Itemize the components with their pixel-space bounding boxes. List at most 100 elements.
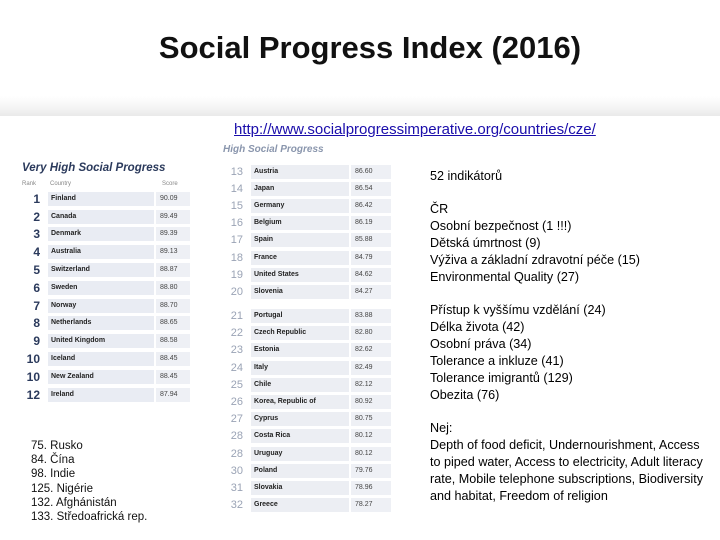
rank-cell: 15 bbox=[230, 199, 243, 212]
very-high-heading: Very High Social Progress bbox=[22, 162, 166, 174]
table-row: 27 Cyprus 80.75 bbox=[223, 411, 403, 428]
worst-text: Depth of food deficit, Undernourishment,… bbox=[430, 438, 704, 503]
rank-cell: 21 bbox=[230, 310, 243, 323]
rank-cell: 17 bbox=[230, 234, 243, 247]
cr-strengths: ČR Osobní bezpečnost (1 !!!) Dětská úmrtno… bbox=[430, 201, 640, 286]
country-cell: Czech Republic bbox=[251, 326, 351, 341]
table-row: 21 Portugal 83.88 bbox=[223, 308, 403, 325]
rank-cell: 3 bbox=[33, 227, 40, 242]
country-cell: Costa Rica bbox=[251, 429, 351, 444]
table-row: 16 Belgium 86.19 bbox=[223, 215, 403, 232]
rank-cell: 6 bbox=[33, 280, 40, 295]
score-cell: 88.80 bbox=[156, 280, 190, 295]
score-cell: 78.27 bbox=[351, 498, 391, 513]
cr-item: Délka života (42) bbox=[430, 320, 525, 334]
rank-cell: 2 bbox=[33, 209, 40, 224]
score-cell: 86.54 bbox=[351, 181, 391, 196]
country-cell: Spain bbox=[251, 233, 351, 248]
score-cell: 84.79 bbox=[351, 250, 391, 265]
country-cell: Iceland bbox=[48, 352, 156, 367]
country-cell: Uruguay bbox=[251, 446, 351, 461]
score-cell: 82.12 bbox=[351, 377, 391, 392]
score-cell: 87.94 bbox=[156, 387, 190, 402]
score-cell: 88.58 bbox=[156, 334, 190, 349]
score-cell: 88.45 bbox=[156, 352, 190, 367]
col-country: Country bbox=[50, 181, 72, 187]
cr-item: Přístup k vyššímu vzdělání (24) bbox=[430, 303, 606, 317]
country-cell: Portugal bbox=[251, 309, 351, 324]
rank-cell: 24 bbox=[230, 361, 243, 374]
table-row: 4 Australia 89.13 bbox=[22, 243, 190, 261]
table-header: Rank Country Score bbox=[22, 181, 190, 187]
rank-cell: 25 bbox=[230, 378, 243, 391]
country-cell: Italy bbox=[251, 360, 351, 375]
score-cell: 84.27 bbox=[351, 284, 391, 299]
score-cell: 80.12 bbox=[351, 429, 391, 444]
rank-cell: 14 bbox=[230, 182, 243, 195]
table-row: 22 Czech Republic 82.80 bbox=[223, 325, 403, 342]
country-cell: Norway bbox=[48, 298, 156, 313]
rank-cell: 28 bbox=[230, 430, 243, 443]
table-row: 1 Finland 90.09 bbox=[22, 190, 190, 208]
table-row: 26 Korea, Republic of 80.92 bbox=[223, 393, 403, 410]
rank-cell: 1 bbox=[33, 191, 40, 206]
table-row: 14 Japan 86.54 bbox=[223, 180, 403, 197]
score-cell: 82.62 bbox=[351, 343, 391, 358]
cr-ranks: Přístup k vyššímu vzdělání (24) Délka živ… bbox=[430, 302, 606, 404]
table-row: 13 Austria 86.60 bbox=[223, 163, 403, 180]
table-row: 2 Canada 89.49 bbox=[22, 208, 190, 226]
rank-cell: 10 bbox=[26, 369, 40, 384]
source-link[interactable]: http://www.socialprogressimperative.org/… bbox=[234, 121, 596, 138]
table-row: 19 United States 84.62 bbox=[223, 266, 403, 283]
low-ranks-list: 75. Rusko 84. Čína 98. Indie 125. Nigérie 13… bbox=[31, 439, 147, 524]
rank-cell: 28 bbox=[230, 447, 243, 460]
rank-cell: 26 bbox=[230, 396, 243, 409]
cr-item: Osobní bezpečnost (1 !!!) bbox=[430, 219, 572, 233]
score-cell: 85.88 bbox=[351, 233, 391, 248]
country-cell: Poland bbox=[251, 463, 351, 478]
country-cell: Slovakia bbox=[251, 480, 351, 495]
country-cell: Netherlands bbox=[48, 316, 156, 331]
table-row: 7 Norway 88.70 bbox=[22, 297, 190, 315]
table-row: 28 Uruguay 80.12 bbox=[223, 445, 403, 462]
cr-item: Tolerance a inkluze (41) bbox=[430, 354, 564, 368]
cr-item: Environmental Quality (27) bbox=[430, 270, 580, 284]
score-cell: 80.12 bbox=[351, 446, 391, 461]
table-row: 25 Chile 82.12 bbox=[223, 376, 403, 393]
country-cell: Sweden bbox=[48, 280, 156, 295]
cr-item: Dětská úmrtnost (9) bbox=[430, 236, 541, 250]
low-rank-item: 125. Nigérie bbox=[31, 482, 94, 495]
rank-cell: 23 bbox=[230, 344, 243, 357]
country-cell: Australia bbox=[48, 245, 156, 260]
score-cell: 80.92 bbox=[351, 395, 391, 410]
title-divider bbox=[0, 96, 720, 116]
row-gap bbox=[223, 301, 403, 308]
table-row: 32 Greece 78.27 bbox=[223, 497, 403, 514]
country-cell: Cyprus bbox=[251, 412, 351, 427]
low-rank-item: 132. Afghánistán bbox=[31, 496, 117, 509]
rank-cell: 32 bbox=[230, 499, 243, 512]
rank-cell: 19 bbox=[230, 268, 243, 281]
table-row: 24 Italy 82.49 bbox=[223, 359, 403, 376]
table-row: 6 Sweden 88.80 bbox=[22, 279, 190, 297]
rank-cell: 22 bbox=[230, 327, 243, 340]
score-cell: 80.75 bbox=[351, 412, 391, 427]
score-cell: 88.65 bbox=[156, 316, 190, 331]
col-score: Score bbox=[162, 181, 178, 187]
country-cell: Estonia bbox=[251, 343, 351, 358]
rank-cell: 10 bbox=[26, 352, 40, 367]
country-cell: Japan bbox=[251, 181, 351, 196]
rank-cell: 9 bbox=[33, 334, 40, 349]
country-cell: United States bbox=[251, 267, 351, 282]
table-row: 23 Estonia 82.62 bbox=[223, 342, 403, 359]
country-cell: Greece bbox=[251, 498, 351, 513]
rank-cell: 4 bbox=[33, 245, 40, 260]
high-heading: High Social Progress bbox=[223, 144, 324, 155]
table-row: 30 Poland 79.76 bbox=[223, 462, 403, 479]
score-cell: 86.19 bbox=[351, 216, 391, 231]
table-row: 15 Germany 86.42 bbox=[223, 197, 403, 214]
rank-cell: 31 bbox=[230, 481, 243, 494]
table-row: 28 Costa Rica 80.12 bbox=[223, 428, 403, 445]
country-cell: France bbox=[251, 250, 351, 265]
country-cell: Finland bbox=[48, 191, 156, 206]
